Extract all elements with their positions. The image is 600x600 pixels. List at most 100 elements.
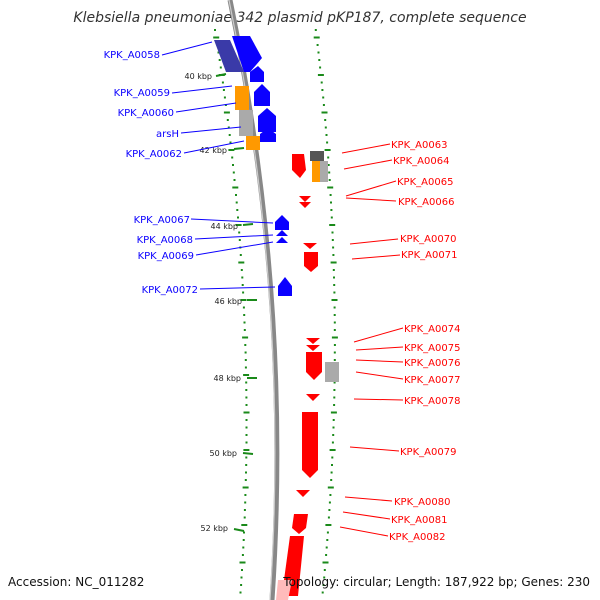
gene-label-a0079[interactable]: KPK_A0079 [400, 447, 456, 458]
grid-dot [330, 209, 333, 211]
gene-shape-a0067 [275, 215, 289, 230]
grid-dot [333, 396, 336, 399]
gene-label-a0075[interactable]: KPK_A0075 [404, 343, 460, 354]
grid-dot [232, 186, 239, 189]
grid-dot [242, 291, 245, 294]
grid-dot [322, 104, 325, 106]
grid-dot [243, 374, 250, 376]
tick-label-46: 46 kbp [214, 297, 242, 306]
gene-shape-a0066 [299, 202, 311, 208]
grid-dot [245, 396, 248, 399]
gene-shape-a0058-dark [214, 40, 244, 72]
grid-dot [328, 509, 331, 511]
tick-label-52: 52 kbp [200, 524, 228, 533]
gene-label-a0063[interactable]: KPK_A0063 [391, 140, 447, 151]
grid-dot [331, 231, 334, 234]
gene-shape-a0081 [292, 514, 308, 534]
gene-label-a0070[interactable]: KPK_A0070 [400, 234, 456, 245]
grid-dot [245, 426, 248, 429]
grid-dot [241, 554, 244, 556]
tick-mark-50 [242, 452, 254, 455]
grid-dot [229, 141, 232, 144]
gene-label-a0078[interactable]: KPK_A0078 [404, 396, 460, 407]
grid-dot [330, 479, 333, 481]
gene-label-a0060[interactable]: KPK_A0060 [118, 108, 174, 119]
grid-dot [240, 584, 243, 586]
gene-shape-a0076 [306, 352, 322, 380]
gene-label-a0069[interactable]: KPK_A0069 [138, 251, 194, 262]
gene-label-a0064[interactable]: KPK_A0064 [393, 156, 449, 167]
grid-dot [333, 306, 336, 309]
grid-dot [328, 501, 331, 504]
gene-label-a0081[interactable]: KPK_A0081 [391, 515, 447, 526]
gene-shape-a0069 [276, 237, 288, 243]
grid-dot [322, 584, 325, 586]
grid-dot [240, 576, 243, 579]
gene-label-a0072[interactable]: KPK_A0072 [142, 285, 198, 296]
gene-shape-a0080 [296, 490, 310, 497]
grid-dot [245, 441, 248, 444]
grid-dot [242, 546, 245, 549]
grid-dot [333, 389, 336, 391]
grid-dot [213, 36, 220, 39]
grid-dot [314, 29, 317, 31]
grid-dot [332, 434, 335, 436]
gene-label-a0076[interactable]: KPK_A0076 [404, 358, 460, 369]
grid-dot [232, 164, 234, 166]
grid-dot [327, 164, 330, 166]
grid-dot [332, 419, 335, 421]
gene-label-a0074[interactable]: KPK_A0074 [404, 324, 460, 335]
grid-dot [330, 216, 333, 219]
gene-label-a0082[interactable]: KPK_A0082 [389, 532, 445, 543]
grid-dot [243, 411, 250, 414]
gene-shape-a0065 [299, 196, 311, 202]
grid-dot [244, 359, 247, 361]
tick-mark-42 [233, 147, 245, 150]
grid-dot [329, 494, 332, 496]
grid-dot [333, 314, 336, 316]
gene-label-a0059[interactable]: KPK_A0059 [114, 88, 170, 99]
grid-dot [245, 404, 248, 406]
grid-dot [239, 254, 242, 256]
gene-shape-a0075 [306, 345, 320, 351]
grid-dot [333, 381, 336, 384]
grid-dot [328, 179, 331, 181]
gene-shape-a0063 [292, 154, 306, 178]
grid-dot [223, 96, 226, 99]
grid-dot [331, 456, 334, 459]
grid-dot [333, 284, 336, 286]
gene-label-a0068[interactable]: KPK_A0068 [137, 235, 193, 246]
gene-label-a0065[interactable]: KPK_A0065 [397, 177, 453, 188]
gene-shape-a0072 [278, 277, 292, 296]
grid-dot [237, 216, 239, 219]
grid-dot [318, 59, 321, 61]
gene-shape-a0079 [302, 412, 318, 478]
grid-dot [241, 524, 248, 526]
grid-dot [238, 239, 241, 241]
grid-dot [218, 59, 221, 61]
grid-dot [321, 591, 324, 594]
grid-dot [242, 486, 249, 489]
grid-dot [243, 516, 246, 519]
grid-dot [228, 149, 235, 151]
grid-dot [241, 276, 244, 279]
tick-label-42: 42 kbp [199, 146, 227, 155]
gene-shape-a0074 [306, 338, 320, 344]
grid-dot [241, 569, 243, 571]
grid-dot [333, 359, 336, 361]
tick-label-44: 44 kbp [210, 222, 238, 231]
grid-dot [238, 231, 241, 234]
grid-dot [327, 156, 330, 159]
gene-label-a0066[interactable]: KPK_A0066 [398, 197, 454, 208]
gene-label-a0058[interactable]: KPK_A0058 [104, 50, 160, 61]
gene-label-a0077[interactable]: KPK_A0077 [404, 375, 460, 386]
grid-dot [242, 539, 245, 541]
gene-label-a0062[interactable]: KPK_A0062 [126, 149, 182, 160]
gene-label-a0071[interactable]: KPK_A0071 [401, 250, 457, 261]
gene-label-a0080[interactable]: KPK_A0080 [394, 497, 450, 508]
forward-features [214, 36, 292, 296]
gene-shape-a0063-dark [310, 151, 324, 161]
gene-label-arsh[interactable]: arsH [156, 129, 179, 140]
gene-label-a0067[interactable]: KPK_A0067 [134, 215, 190, 226]
gene-shape-a0070 [303, 243, 317, 249]
